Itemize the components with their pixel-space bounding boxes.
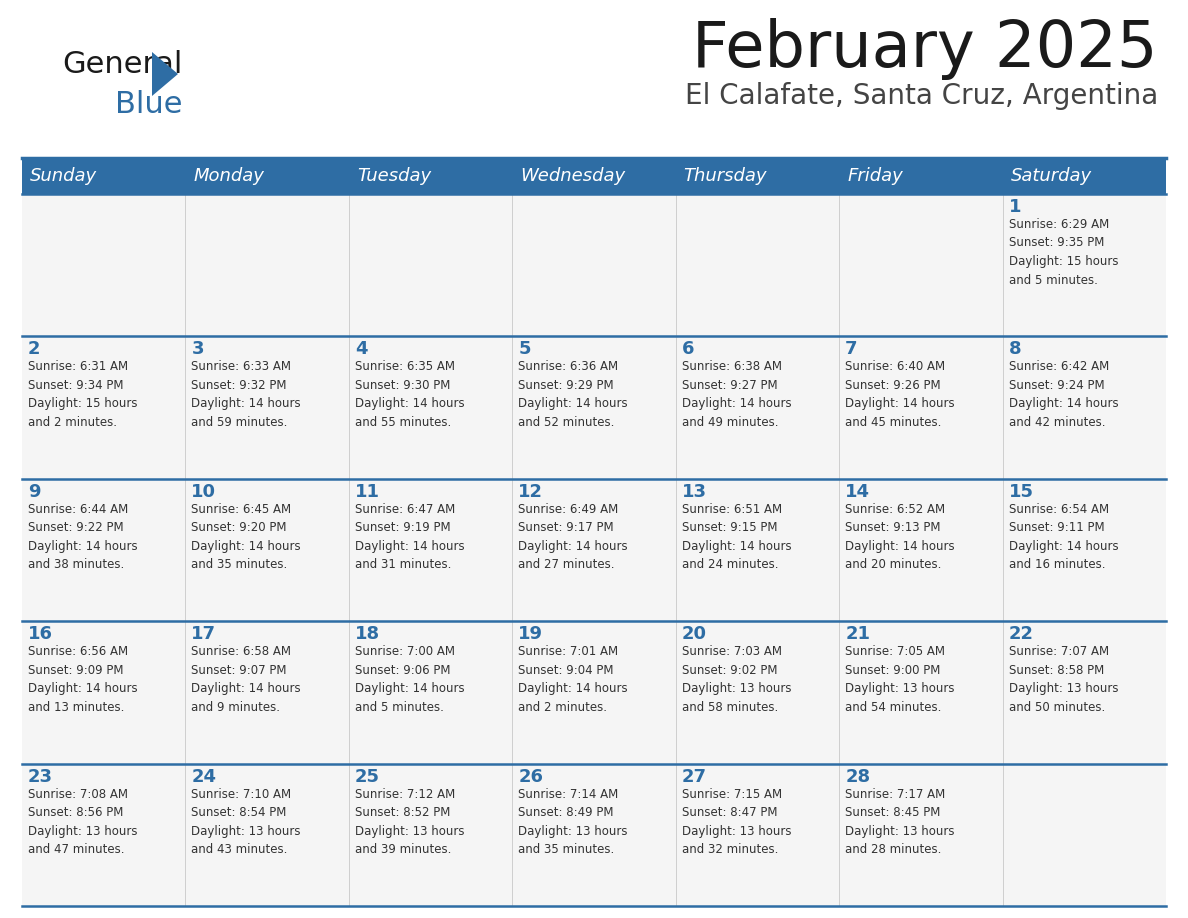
Text: Sunrise: 7:01 AM
Sunset: 9:04 PM
Daylight: 14 hours
and 2 minutes.: Sunrise: 7:01 AM Sunset: 9:04 PM Dayligh… — [518, 645, 628, 713]
Text: 10: 10 — [191, 483, 216, 501]
Text: Sunday: Sunday — [30, 167, 97, 185]
Text: Sunrise: 6:44 AM
Sunset: 9:22 PM
Daylight: 14 hours
and 38 minutes.: Sunrise: 6:44 AM Sunset: 9:22 PM Dayligh… — [29, 503, 138, 571]
Bar — [676, 158, 839, 194]
Text: 17: 17 — [191, 625, 216, 644]
Text: 28: 28 — [845, 767, 871, 786]
Text: 6: 6 — [682, 341, 694, 358]
Text: 24: 24 — [191, 767, 216, 786]
Text: 1: 1 — [1009, 198, 1020, 216]
Text: 23: 23 — [29, 767, 53, 786]
Text: Sunrise: 7:10 AM
Sunset: 8:54 PM
Daylight: 13 hours
and 43 minutes.: Sunrise: 7:10 AM Sunset: 8:54 PM Dayligh… — [191, 788, 301, 856]
Bar — [185, 158, 349, 194]
Text: Sunrise: 6:49 AM
Sunset: 9:17 PM
Daylight: 14 hours
and 27 minutes.: Sunrise: 6:49 AM Sunset: 9:17 PM Dayligh… — [518, 503, 628, 571]
Text: 4: 4 — [355, 341, 367, 358]
Text: Monday: Monday — [194, 167, 264, 185]
Bar — [23, 479, 1165, 621]
Bar — [349, 158, 512, 194]
Text: Sunrise: 6:29 AM
Sunset: 9:35 PM
Daylight: 15 hours
and 5 minutes.: Sunrise: 6:29 AM Sunset: 9:35 PM Dayligh… — [1009, 218, 1118, 286]
Text: Sunrise: 6:31 AM
Sunset: 9:34 PM
Daylight: 15 hours
and 2 minutes.: Sunrise: 6:31 AM Sunset: 9:34 PM Dayligh… — [29, 361, 138, 429]
Text: 27: 27 — [682, 767, 707, 786]
Text: 20: 20 — [682, 625, 707, 644]
Text: General: General — [62, 50, 183, 79]
Text: Sunrise: 7:05 AM
Sunset: 9:00 PM
Daylight: 13 hours
and 54 minutes.: Sunrise: 7:05 AM Sunset: 9:00 PM Dayligh… — [845, 645, 955, 713]
Bar — [839, 158, 1003, 194]
Text: Saturday: Saturday — [1011, 167, 1092, 185]
Bar — [23, 764, 1165, 906]
Text: Sunrise: 7:17 AM
Sunset: 8:45 PM
Daylight: 13 hours
and 28 minutes.: Sunrise: 7:17 AM Sunset: 8:45 PM Dayligh… — [845, 788, 955, 856]
Text: Sunrise: 6:54 AM
Sunset: 9:11 PM
Daylight: 14 hours
and 16 minutes.: Sunrise: 6:54 AM Sunset: 9:11 PM Dayligh… — [1009, 503, 1118, 571]
Text: Sunrise: 7:00 AM
Sunset: 9:06 PM
Daylight: 14 hours
and 5 minutes.: Sunrise: 7:00 AM Sunset: 9:06 PM Dayligh… — [355, 645, 465, 713]
Text: Sunrise: 7:07 AM
Sunset: 8:58 PM
Daylight: 13 hours
and 50 minutes.: Sunrise: 7:07 AM Sunset: 8:58 PM Dayligh… — [1009, 645, 1118, 713]
Text: 15: 15 — [1009, 483, 1034, 501]
Text: Sunrise: 6:56 AM
Sunset: 9:09 PM
Daylight: 14 hours
and 13 minutes.: Sunrise: 6:56 AM Sunset: 9:09 PM Dayligh… — [29, 645, 138, 713]
Text: 7: 7 — [845, 341, 858, 358]
Text: February 2025: February 2025 — [693, 18, 1158, 80]
Text: Sunrise: 7:15 AM
Sunset: 8:47 PM
Daylight: 13 hours
and 32 minutes.: Sunrise: 7:15 AM Sunset: 8:47 PM Dayligh… — [682, 788, 791, 856]
Text: Sunrise: 6:47 AM
Sunset: 9:19 PM
Daylight: 14 hours
and 31 minutes.: Sunrise: 6:47 AM Sunset: 9:19 PM Dayligh… — [355, 503, 465, 571]
Text: 14: 14 — [845, 483, 870, 501]
Text: 25: 25 — [355, 767, 380, 786]
Text: 22: 22 — [1009, 625, 1034, 644]
Text: Sunrise: 6:35 AM
Sunset: 9:30 PM
Daylight: 14 hours
and 55 minutes.: Sunrise: 6:35 AM Sunset: 9:30 PM Dayligh… — [355, 361, 465, 429]
Text: Friday: Friday — [847, 167, 903, 185]
Text: Sunrise: 7:14 AM
Sunset: 8:49 PM
Daylight: 13 hours
and 35 minutes.: Sunrise: 7:14 AM Sunset: 8:49 PM Dayligh… — [518, 788, 627, 856]
Text: El Calafate, Santa Cruz, Argentina: El Calafate, Santa Cruz, Argentina — [684, 82, 1158, 110]
Text: 2: 2 — [29, 341, 40, 358]
Text: Sunrise: 6:40 AM
Sunset: 9:26 PM
Daylight: 14 hours
and 45 minutes.: Sunrise: 6:40 AM Sunset: 9:26 PM Dayligh… — [845, 361, 955, 429]
Text: Sunrise: 6:33 AM
Sunset: 9:32 PM
Daylight: 14 hours
and 59 minutes.: Sunrise: 6:33 AM Sunset: 9:32 PM Dayligh… — [191, 361, 301, 429]
Text: 5: 5 — [518, 341, 531, 358]
Text: 13: 13 — [682, 483, 707, 501]
Text: Blue: Blue — [115, 90, 183, 119]
Text: 26: 26 — [518, 767, 543, 786]
Polygon shape — [152, 52, 178, 96]
Text: 8: 8 — [1009, 341, 1022, 358]
Text: 11: 11 — [355, 483, 380, 501]
Text: Sunrise: 6:38 AM
Sunset: 9:27 PM
Daylight: 14 hours
and 49 minutes.: Sunrise: 6:38 AM Sunset: 9:27 PM Dayligh… — [682, 361, 791, 429]
Text: Sunrise: 6:51 AM
Sunset: 9:15 PM
Daylight: 14 hours
and 24 minutes.: Sunrise: 6:51 AM Sunset: 9:15 PM Dayligh… — [682, 503, 791, 571]
Text: Sunrise: 7:03 AM
Sunset: 9:02 PM
Daylight: 13 hours
and 58 minutes.: Sunrise: 7:03 AM Sunset: 9:02 PM Dayligh… — [682, 645, 791, 713]
Text: Sunrise: 7:12 AM
Sunset: 8:52 PM
Daylight: 13 hours
and 39 minutes.: Sunrise: 7:12 AM Sunset: 8:52 PM Dayligh… — [355, 788, 465, 856]
Bar — [23, 621, 1165, 764]
Text: 18: 18 — [355, 625, 380, 644]
Text: Sunrise: 6:42 AM
Sunset: 9:24 PM
Daylight: 14 hours
and 42 minutes.: Sunrise: 6:42 AM Sunset: 9:24 PM Dayligh… — [1009, 361, 1118, 429]
Bar — [512, 158, 676, 194]
Text: Tuesday: Tuesday — [356, 167, 431, 185]
Text: Sunrise: 6:58 AM
Sunset: 9:07 PM
Daylight: 14 hours
and 9 minutes.: Sunrise: 6:58 AM Sunset: 9:07 PM Dayligh… — [191, 645, 301, 713]
Text: 12: 12 — [518, 483, 543, 501]
Bar — [23, 194, 1165, 336]
Text: 19: 19 — [518, 625, 543, 644]
Text: Sunrise: 6:52 AM
Sunset: 9:13 PM
Daylight: 14 hours
and 20 minutes.: Sunrise: 6:52 AM Sunset: 9:13 PM Dayligh… — [845, 503, 955, 571]
Bar — [1003, 158, 1165, 194]
Text: Sunrise: 6:36 AM
Sunset: 9:29 PM
Daylight: 14 hours
and 52 minutes.: Sunrise: 6:36 AM Sunset: 9:29 PM Dayligh… — [518, 361, 628, 429]
Text: 21: 21 — [845, 625, 870, 644]
Text: Wednesday: Wednesday — [520, 167, 625, 185]
Bar — [23, 336, 1165, 479]
Text: Sunrise: 6:45 AM
Sunset: 9:20 PM
Daylight: 14 hours
and 35 minutes.: Sunrise: 6:45 AM Sunset: 9:20 PM Dayligh… — [191, 503, 301, 571]
Bar — [23, 158, 185, 194]
Text: 9: 9 — [29, 483, 40, 501]
Text: Sunrise: 7:08 AM
Sunset: 8:56 PM
Daylight: 13 hours
and 47 minutes.: Sunrise: 7:08 AM Sunset: 8:56 PM Dayligh… — [29, 788, 138, 856]
Text: Thursday: Thursday — [684, 167, 767, 185]
Text: 16: 16 — [29, 625, 53, 644]
Text: 3: 3 — [191, 341, 204, 358]
